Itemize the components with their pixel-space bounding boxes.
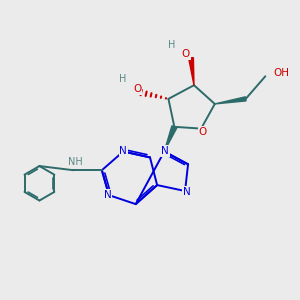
Polygon shape <box>189 58 194 85</box>
Text: H: H <box>168 40 176 50</box>
Text: N: N <box>161 146 169 156</box>
Text: N: N <box>119 146 127 156</box>
Text: NH: NH <box>68 157 82 167</box>
Text: N: N <box>103 190 111 200</box>
Text: O: O <box>182 49 190 59</box>
Text: O: O <box>199 127 207 137</box>
Text: O: O <box>133 84 141 94</box>
Polygon shape <box>164 126 177 152</box>
Text: N: N <box>183 187 190 196</box>
Polygon shape <box>215 97 246 104</box>
Text: H: H <box>119 74 126 84</box>
Text: OH: OH <box>274 68 290 78</box>
